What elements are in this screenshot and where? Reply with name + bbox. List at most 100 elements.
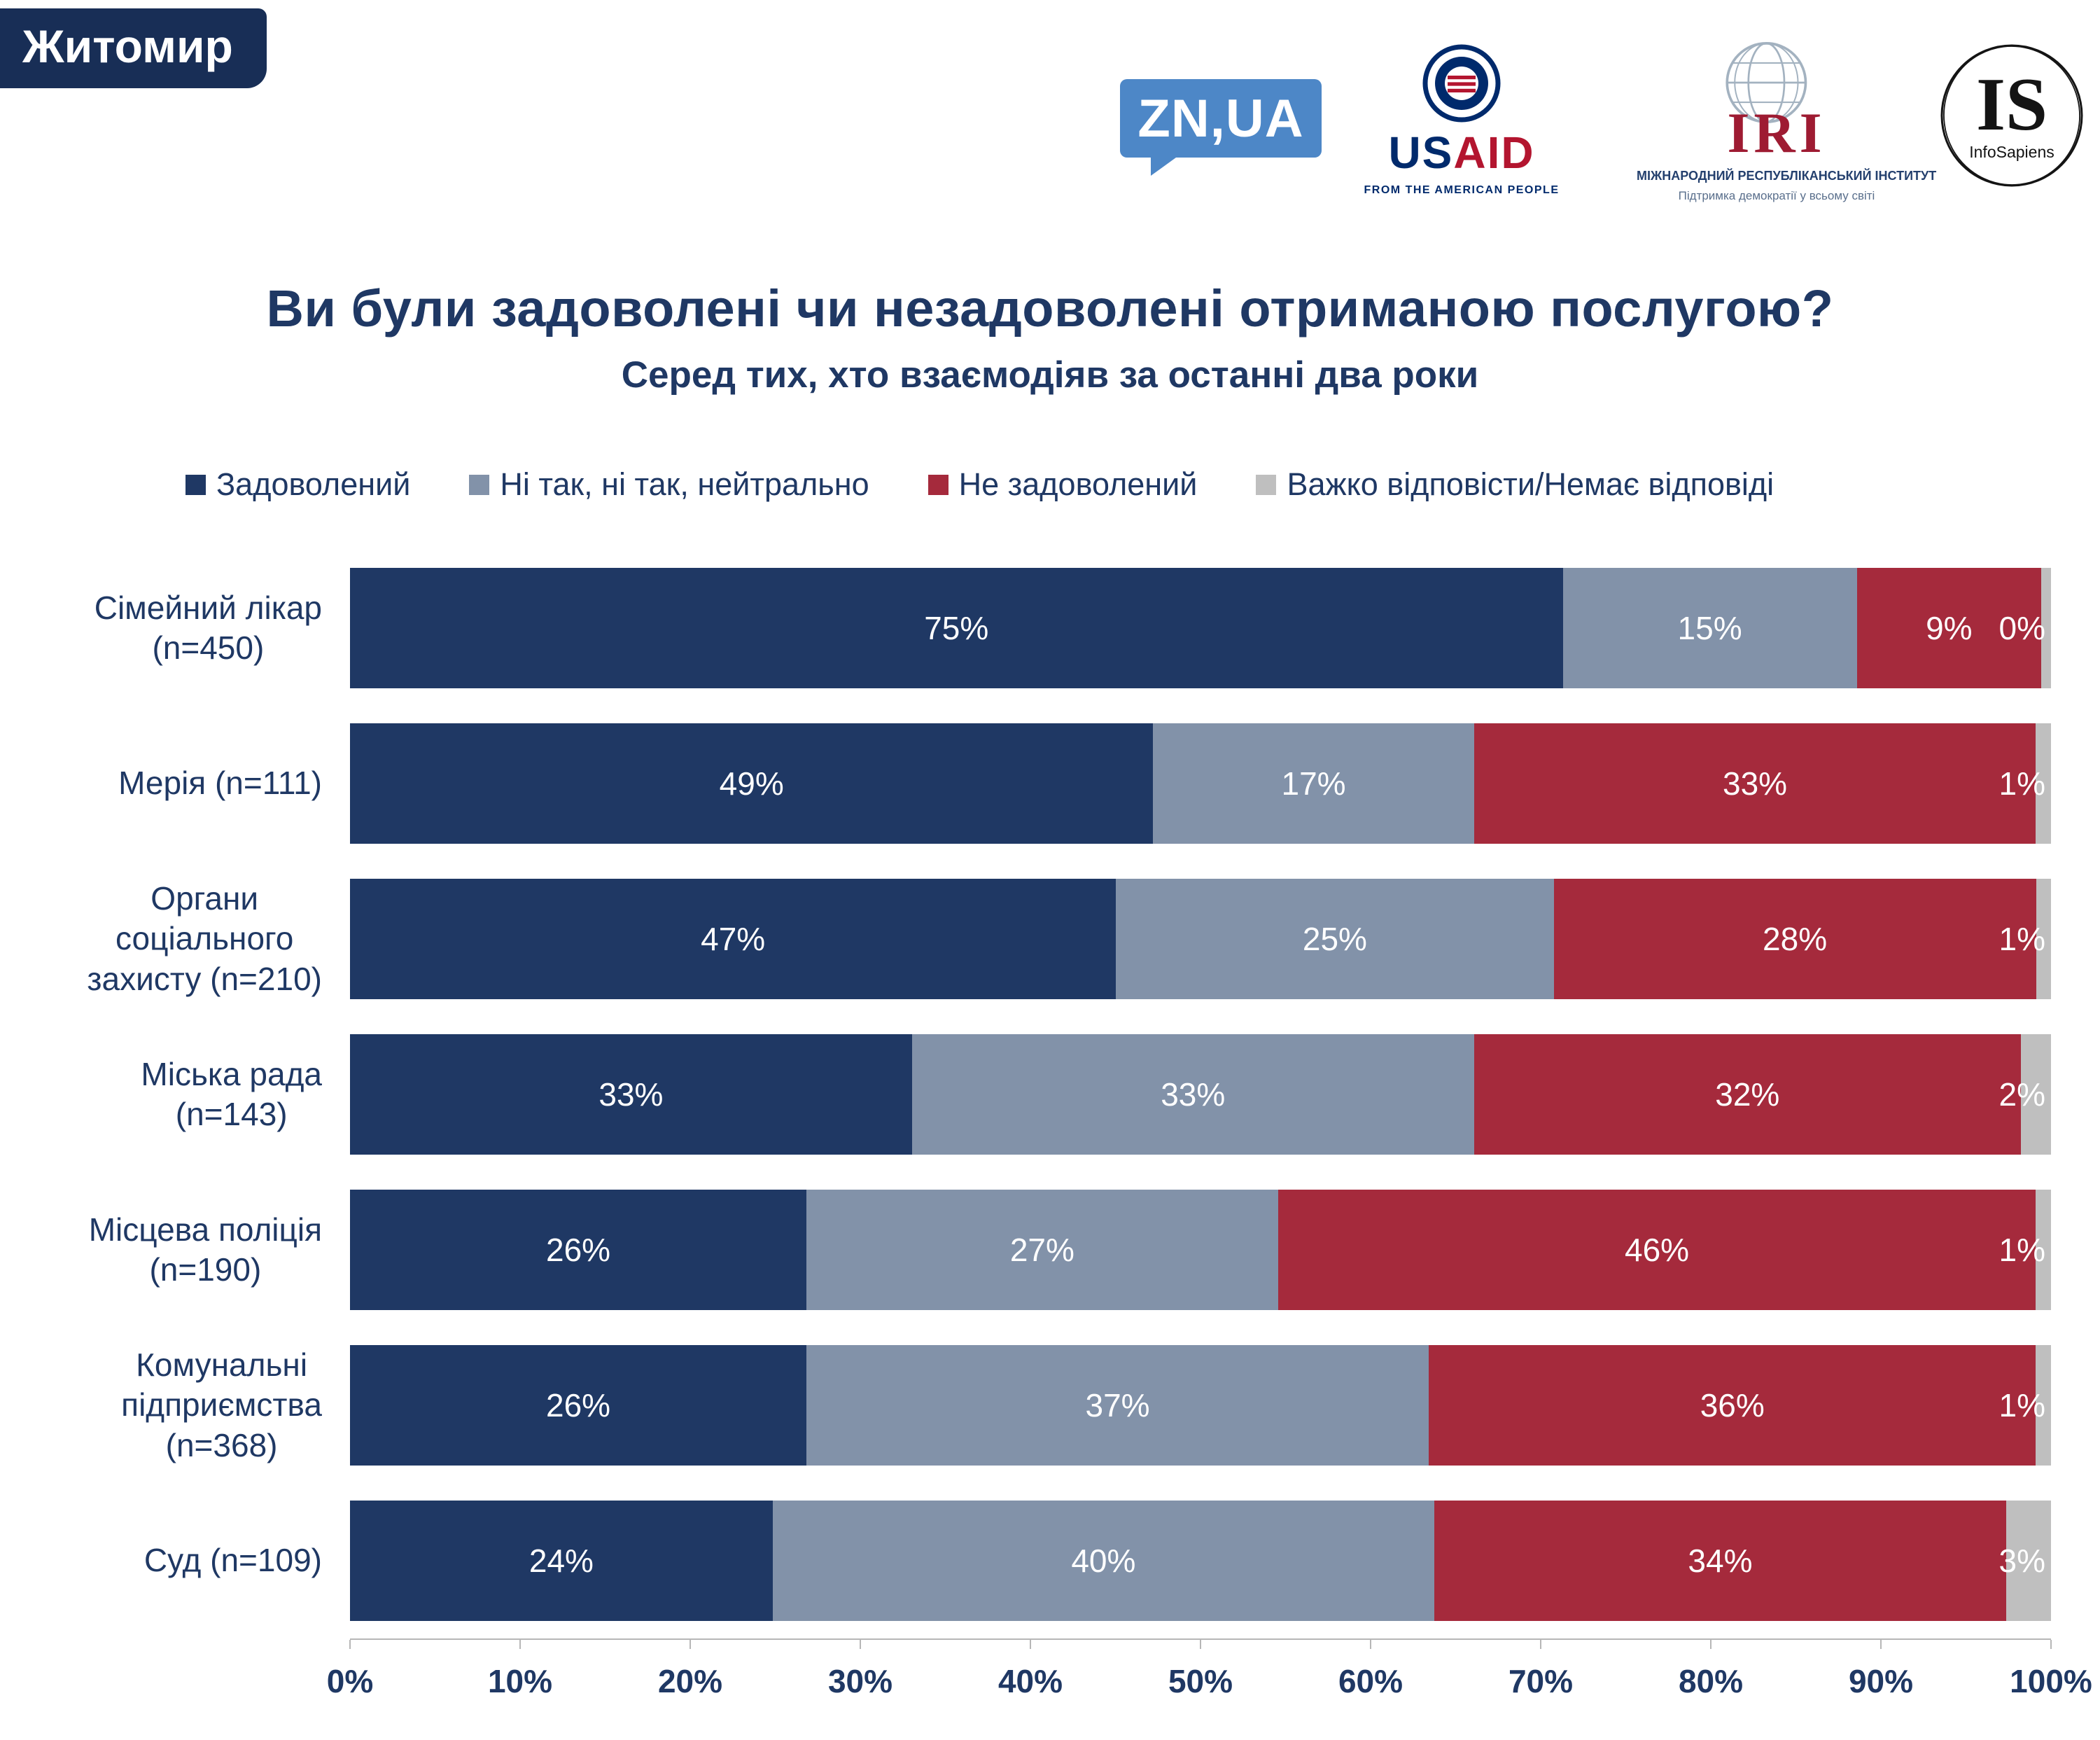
axis-tick-mark: [1030, 1640, 1031, 1649]
axis-tick-mark: [1710, 1640, 1712, 1649]
category-label: Мерія (n=111): [49, 763, 322, 804]
axis-tick-label: 90%: [1848, 1663, 1914, 1699]
bar-value-label: 2%: [1998, 1076, 2046, 1113]
category-label: Сімейний лікар (n=450): [49, 588, 322, 669]
region-badge-label: Житомир: [22, 20, 233, 72]
bar-rows: Сімейний лікар (n=450) 75% 15% 9% 0% Мерія (n…: [49, 550, 2052, 1638]
legend-label: Не задоволений: [958, 466, 1198, 502]
legend-swatch-icon: [927, 474, 948, 495]
category-label: Суд (n=109): [49, 1540, 322, 1581]
bar-segment: 0%: [1999, 568, 2051, 688]
znua-logo-text: ZN,UA: [1138, 88, 1304, 148]
axis-tick-mark: [1370, 1640, 1371, 1649]
legend-item: Не задоволений: [927, 466, 1198, 503]
usaid-wordmark: USAID: [1388, 127, 1535, 178]
bar-segment: 1%: [1999, 879, 2051, 999]
legend-swatch-icon: [1256, 474, 1277, 495]
legend-label: Задоволений: [216, 466, 411, 502]
category-label-text: Сімейний лікар (n=450): [94, 589, 322, 667]
axis-tick-label: 50%: [1168, 1663, 1233, 1699]
bar-segment: 1%: [1999, 1190, 2051, 1310]
bar-segment: 49%: [350, 723, 1154, 844]
category-label-text: Мерія (n=111): [118, 765, 322, 802]
chart-subtitle: Серед тих, хто взаємодіяв за останні два…: [621, 354, 1479, 396]
category-label-text: Комунальні підприємства (n=368): [121, 1346, 322, 1463]
infosapiens-circle-icon: IS InfoSapiens: [1940, 44, 2083, 187]
iri-caption-line1: МІЖНАРОДНИЙ РЕСПУБЛІКАНСЬКИЙ ІНСТИТУТ: [1637, 169, 1937, 183]
bar-segment: 36%: [1429, 1345, 2036, 1466]
stacked-bar: 49% 17% 33% 1%: [350, 723, 2051, 844]
bar-segment: 1%: [1999, 1345, 2051, 1466]
axis-tick-label: 60%: [1338, 1663, 1404, 1699]
bar-value-label: 0%: [1998, 610, 2045, 646]
chart-plot: Сімейний лікар (n=450) 75% 15% 9% 0% Мерія (n…: [49, 550, 2092, 1710]
bar-segment: 46%: [1278, 1190, 2036, 1310]
bar-segment: 33%: [350, 1034, 912, 1155]
axis-tick-label: 30%: [827, 1663, 893, 1699]
chart-row: Суд (n=109) 24% 40% 34% 3%: [49, 1483, 2051, 1638]
iri-logo: IRI МІЖНАРОДНИЙ РЕСПУБЛІКАНСЬКИЙ ІНСТИТУ…: [1637, 39, 1937, 221]
chart-row: Органи соціального захисту (n=210) 47% 25%…: [49, 861, 2051, 1017]
bar-segment: 3%: [1999, 1501, 2051, 1621]
bar-value-label: 37%: [1085, 1387, 1150, 1424]
legend-swatch-icon: [469, 474, 490, 495]
category-label: Міська рада (n=143): [49, 1055, 322, 1135]
category-label-text: Місцева поліція (n=190): [88, 1211, 322, 1288]
bar-segment: 24%: [350, 1501, 773, 1621]
chart-row: Міська рада (n=143) 33% 33% 32% 2%: [49, 1017, 2052, 1172]
axis-tick-label: 20%: [657, 1663, 723, 1699]
bar-segment: 28%: [1553, 879, 2036, 999]
usaid-logo: USAID FROM THE AMERICAN PEOPLE: [1364, 44, 1560, 197]
usaid-seal-icon: [1422, 44, 1501, 123]
axis-tick-label: 70%: [1508, 1663, 1574, 1699]
bar-value-label: 33%: [598, 1076, 664, 1113]
bar-segment: 34%: [1434, 1501, 2007, 1621]
bar-value-label: 40%: [1071, 1543, 1136, 1579]
bar-value-label: 36%: [1700, 1387, 1765, 1424]
bar-value-label: 26%: [545, 1387, 611, 1424]
stacked-bar: 24% 40% 34% 3%: [350, 1501, 2051, 1621]
axis-tick-mark: [1880, 1640, 1882, 1649]
bar-value-label: 15%: [1677, 610, 1742, 646]
bar-segment: 1%: [1999, 723, 2051, 844]
bar-segment: 9%: [1856, 568, 2041, 688]
bar-value-label: 75%: [924, 610, 989, 646]
bar-segment: 2%: [1999, 1034, 2052, 1155]
axis-tick-label: 0%: [326, 1663, 374, 1699]
stacked-bar: 47% 25% 28% 1%: [350, 879, 2051, 999]
axis-tick-label: 40%: [997, 1663, 1063, 1699]
chart-title: Ви були задоволені чи незадоволені отрим…: [266, 279, 1834, 337]
legend-item: Задоволений: [186, 466, 410, 503]
bar-value-label: 1%: [1998, 1387, 2045, 1424]
chart-row: Сімейний лікар (n=450) 75% 15% 9% 0%: [49, 550, 2051, 706]
legend-item: Важко відповісти/Немає відповіді: [1256, 466, 1774, 503]
bar-value-label: 27%: [1009, 1232, 1074, 1268]
bar-value-label: 26%: [545, 1232, 611, 1268]
axis-tick-mark: [519, 1640, 521, 1649]
bar-value-label: 24%: [528, 1543, 594, 1579]
chart-row: Мерія (n=111) 49% 17% 33% 1%: [49, 706, 2051, 861]
logo-row: ZN,UA USAID FROM THE AMERICAN PEOPLE: [1120, 39, 2086, 242]
globe-icon: [1726, 42, 1807, 123]
axis-tick-mark: [2050, 1640, 2052, 1649]
usaid-tagline: FROM THE AMERICAN PEOPLE: [1364, 184, 1560, 196]
bar-value-label: 25%: [1302, 921, 1367, 957]
category-label-text: Органи соціального захисту (n=210): [87, 879, 322, 997]
chart-row: Місцева поліція (n=190) 26% 27% 46% 1%: [49, 1172, 2051, 1328]
bar-value-label: 1%: [1998, 1232, 2045, 1268]
bar-segment: 33%: [1474, 723, 2036, 844]
axis-tick-label: 100%: [2010, 1663, 2092, 1699]
bar-value-label: 3%: [1998, 1543, 2045, 1579]
axis-tick-mark: [690, 1640, 691, 1649]
category-label: Органи соціального захисту (n=210): [49, 879, 322, 1000]
bar-segment: 33%: [911, 1034, 1474, 1155]
axis-tick-label: 10%: [487, 1663, 553, 1699]
infosapiens-logo: IS InfoSapiens: [1938, 40, 2086, 195]
bar-value-label: 28%: [1763, 921, 1828, 957]
region-badge: Житомир: [0, 8, 267, 88]
bar-segment: 27%: [806, 1190, 1278, 1310]
category-label: Комунальні підприємства (n=368): [49, 1345, 322, 1466]
iri-wordmark: IRI: [1727, 101, 1826, 165]
stacked-bar: 26% 37% 36% 1%: [350, 1345, 2051, 1466]
